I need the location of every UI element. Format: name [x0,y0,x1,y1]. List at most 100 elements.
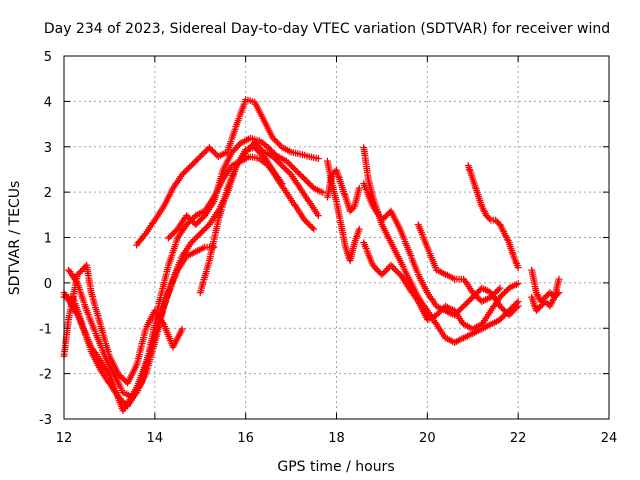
data-point: + [197,212,206,225]
data-point: + [226,137,235,150]
data-point: + [196,284,205,297]
data-point: + [66,290,75,303]
data-point: + [82,261,91,274]
data-point: + [267,130,276,143]
data-point: + [222,184,231,197]
data-point: + [476,283,485,296]
data-point: + [362,183,371,196]
data-point: + [305,177,314,190]
data-point: + [481,293,490,306]
data-point: + [265,148,274,161]
data-point: + [140,229,149,242]
data-point: + [240,147,249,160]
data-point: + [345,202,354,215]
data-point: + [204,198,213,211]
data-point: + [173,260,182,273]
data-point: + [78,318,87,331]
data-point: + [268,145,277,158]
data-point: + [298,209,307,222]
data-point: + [437,302,446,315]
data-point: + [84,334,93,347]
data-point: + [408,278,417,291]
data-point: + [253,101,262,114]
data-point: + [276,139,285,152]
data-point: + [398,272,407,285]
data-point: + [170,269,179,282]
data-point: + [240,97,249,110]
data-point: + [174,258,183,271]
data-point: + [534,290,543,303]
data-point: + [408,287,417,300]
data-point: + [368,189,377,202]
data-point: + [121,400,130,413]
data-point: + [131,384,140,397]
data-point: + [330,189,339,202]
data-point: + [333,199,342,212]
data-point: + [163,263,172,276]
data-point: + [530,278,539,291]
data-point: + [554,286,563,299]
data-point: + [199,210,208,223]
data-point: + [184,240,193,253]
data-point: + [126,371,135,384]
data-point: + [435,306,444,319]
data-point: + [392,248,401,261]
data-point: + [441,300,450,313]
data-point: + [62,332,71,345]
data-point: + [108,356,117,369]
data-point: + [428,312,437,325]
data-point: + [161,295,170,308]
data-point: + [285,157,294,170]
data-point: + [102,339,111,352]
data-point: + [311,152,320,165]
data-point: + [206,250,215,263]
data-point: + [479,316,488,329]
data-point: + [510,279,519,292]
data-point: + [398,229,407,242]
data-point: + [402,239,411,252]
data-point: + [106,351,115,364]
data-point: + [134,382,143,395]
data-point: + [489,213,498,226]
data-point: + [127,369,136,382]
data-point: + [184,216,193,229]
data-point: + [97,322,106,335]
data-point: + [234,155,243,168]
data-point: + [158,304,167,317]
data-point: + [409,280,418,293]
data-point: + [362,242,371,255]
data-point: + [170,336,179,349]
data-point: + [123,396,132,409]
data-point: + [539,297,548,310]
data-point: + [406,283,415,296]
data-point: + [205,218,214,231]
data-point: + [413,266,422,279]
data-point: + [374,265,383,278]
data-point: + [65,307,74,320]
data-point: + [550,290,559,303]
data-point: + [143,318,152,331]
data-point: + [553,287,562,300]
data-point: + [108,366,117,379]
data-point: + [174,230,183,243]
data-point: + [150,304,159,317]
data-point: + [84,337,93,350]
data-point: + [326,176,335,189]
data-point: + [211,224,220,237]
data-point: + [361,153,370,166]
data-point: + [198,241,207,254]
data-point: + [337,220,346,233]
data-point: + [136,344,145,357]
data-point: + [296,182,305,195]
data-point: + [324,161,333,174]
data-point: + [151,312,160,325]
data-point: + [69,271,78,284]
data-point: + [347,203,356,216]
data-point: + [494,283,503,296]
data-point: + [152,310,161,323]
data-point: + [469,176,478,189]
data-point: + [186,248,195,261]
data-point: + [407,276,416,289]
data-point: + [224,184,233,197]
data-point: + [283,165,292,178]
